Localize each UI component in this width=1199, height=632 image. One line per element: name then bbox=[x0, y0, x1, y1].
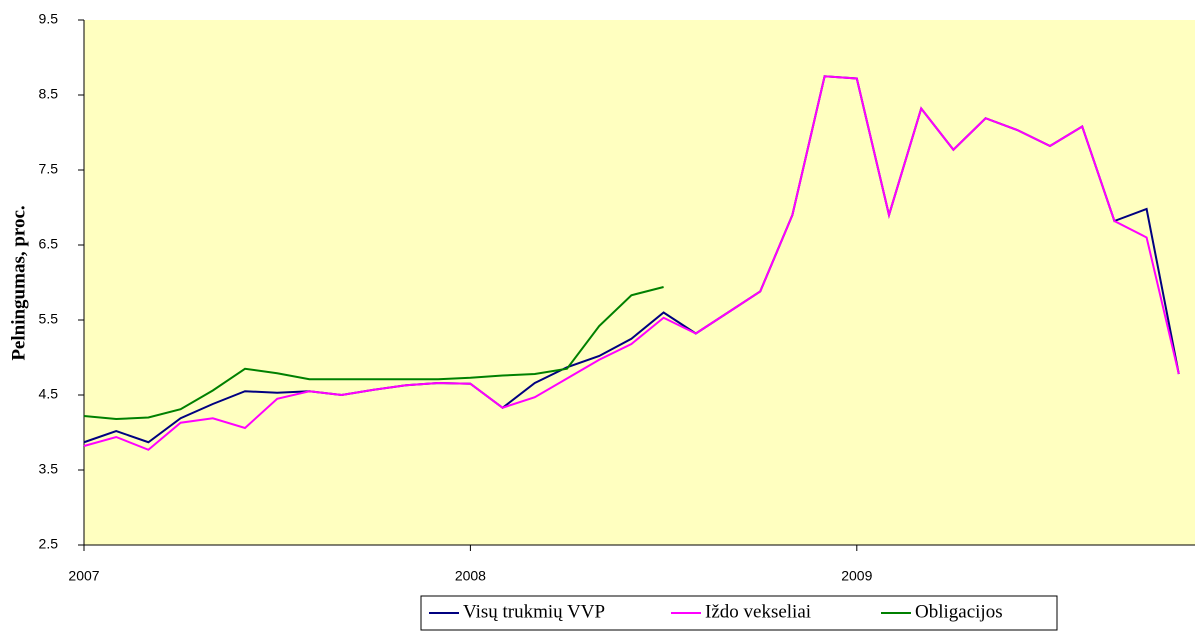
x-tick-label: 2009 bbox=[841, 568, 872, 584]
legend-box bbox=[420, 595, 1058, 631]
y-tick-label: 6.5 bbox=[39, 236, 59, 252]
legend-label: Visų trukmių VVP bbox=[463, 601, 605, 622]
y-tick-label: 3.5 bbox=[39, 461, 59, 477]
y-tick-label: 8.5 bbox=[39, 86, 59, 102]
legend-label: Iždo vekseliai bbox=[705, 601, 811, 622]
legend-label: Obligacijos bbox=[915, 601, 1003, 622]
x-tick-label: 2007 bbox=[68, 568, 99, 584]
plot-area bbox=[84, 20, 1195, 545]
y-tick-label: 9.5 bbox=[39, 11, 59, 27]
x-tick-label: 2008 bbox=[455, 568, 486, 584]
y-tick-label: 7.5 bbox=[39, 161, 59, 177]
series-line bbox=[83, 286, 664, 421]
y-tick-label: 2.5 bbox=[39, 536, 59, 552]
y-tick-label: 4.5 bbox=[39, 386, 59, 402]
y-axis-label: Pelningumas, proc. bbox=[8, 205, 29, 360]
series-line bbox=[83, 75, 1180, 451]
y-tick-label: 5.5 bbox=[39, 311, 59, 327]
